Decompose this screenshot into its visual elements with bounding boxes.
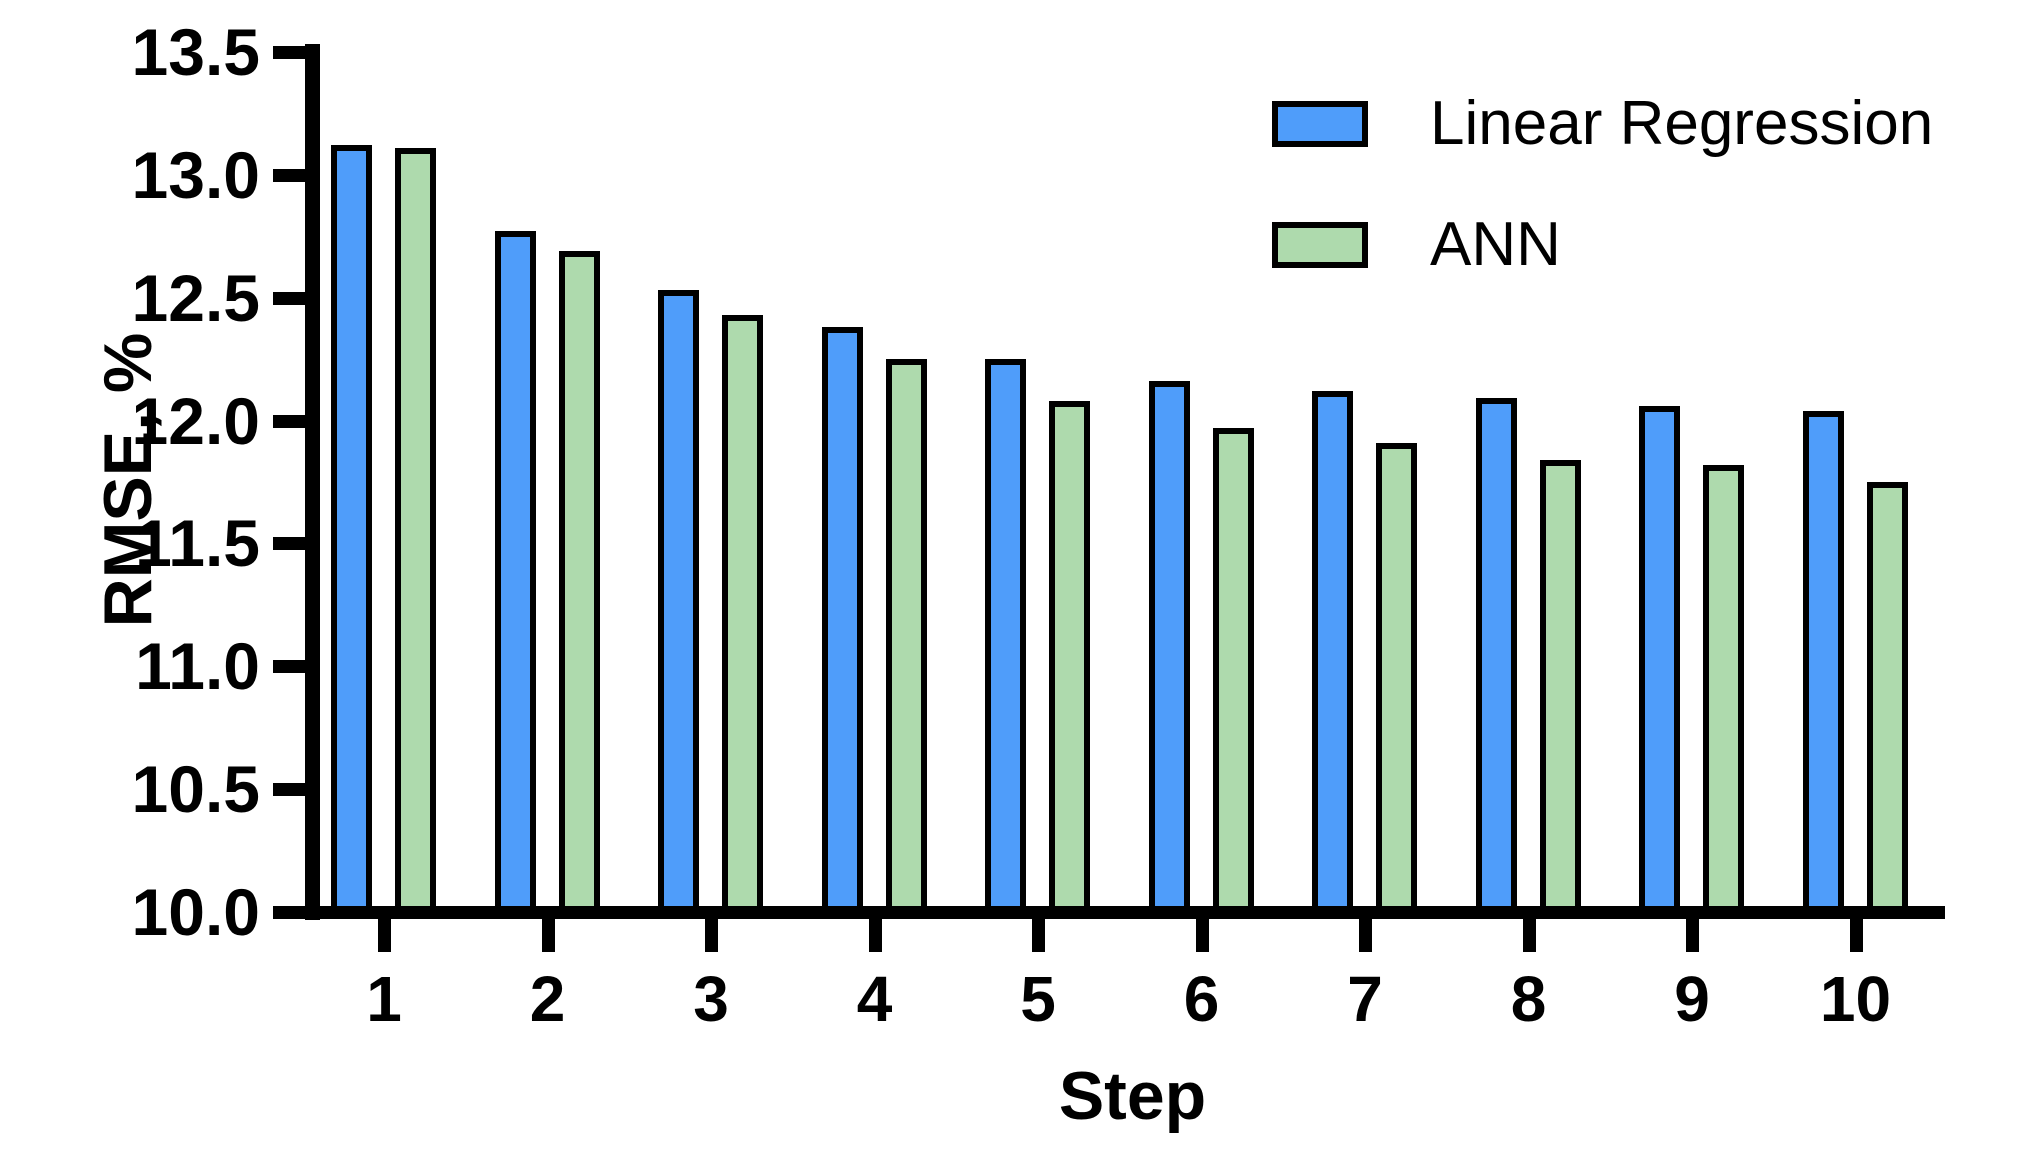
- y-tick-label: 11.0: [135, 629, 260, 704]
- legend-swatch-linear-regression: [1272, 101, 1368, 147]
- legend-row: Linear Regression: [1272, 93, 1933, 155]
- x-tick-label: 2: [529, 963, 566, 1035]
- x-axis-line: [305, 906, 1945, 919]
- x-tick: [868, 919, 882, 952]
- bar-linear-regression-step-10: [1802, 410, 1844, 912]
- y-tick-label: 10.5: [131, 752, 260, 827]
- y-tick: [273, 906, 306, 919]
- x-tick: [1032, 919, 1045, 952]
- x-tick-label: 5: [1020, 963, 1056, 1035]
- y-tick: [273, 660, 306, 674]
- x-tick: [1522, 919, 1536, 952]
- legend-row: ANN: [1272, 214, 1933, 276]
- bar-linear-regression-step-7: [1312, 391, 1353, 912]
- x-tick: [705, 919, 718, 952]
- bar-ann-step-4: [885, 359, 927, 912]
- x-tick-label: 7: [1347, 963, 1383, 1035]
- bar-linear-regression-step-6: [1148, 381, 1190, 912]
- legend-label: Linear Regression: [1430, 89, 1934, 158]
- y-axis-title: RMSE, %: [90, 332, 166, 628]
- x-tick: [1359, 919, 1372, 952]
- y-tick-label: 11.5: [135, 506, 260, 581]
- bar-linear-regression-step-3: [658, 290, 699, 912]
- bar-ann-step-6: [1212, 427, 1254, 912]
- y-tick-label: 13.5: [131, 15, 260, 89]
- y-tick-label: 12.0: [131, 383, 260, 458]
- x-tick: [378, 919, 391, 952]
- y-tick: [273, 783, 306, 797]
- plot-area: Step 10.0 10.5 11.0 11.5 12.0 12.5 13.0 13.5 1 2 3…: [132, 19, 1945, 1134]
- x-tick-label: 9: [1674, 963, 1710, 1035]
- bar-linear-regression-step-1: [331, 145, 372, 912]
- bar-linear-regression-step-5: [985, 359, 1026, 912]
- legend-label: ANN: [1430, 210, 1561, 279]
- x-tick-label: 1: [366, 963, 402, 1035]
- legend: Linear Regression ANN: [1272, 93, 1933, 335]
- y-tick: [273, 168, 306, 182]
- x-tick: [541, 919, 555, 952]
- y-tick-label: 13.0: [131, 137, 260, 212]
- x-tick-label: 6: [1183, 963, 1220, 1035]
- bar-ann-step-3: [722, 314, 763, 912]
- x-tick-label: 8: [1510, 963, 1547, 1035]
- bar-ann-step-10: [1866, 482, 1908, 912]
- bar-linear-regression-step-4: [821, 327, 863, 912]
- bar-linear-regression-step-8: [1475, 398, 1517, 912]
- x-axis-title: Step: [1058, 1058, 1207, 1134]
- bar-ann-step-7: [1376, 442, 1417, 912]
- bar-ann-step-5: [1049, 400, 1090, 912]
- y-tick-label: 10.0: [131, 875, 260, 949]
- x-tick: [1686, 919, 1699, 952]
- y-tick: [273, 414, 306, 428]
- bar-linear-regression-step-2: [494, 231, 536, 912]
- bar-ann-step-8: [1539, 459, 1581, 912]
- legend-swatch-ann: [1272, 222, 1368, 268]
- bar-ann-step-2: [558, 251, 600, 912]
- y-axis-spine: [305, 44, 320, 920]
- x-tick: [1195, 919, 1209, 952]
- x-tick-label: 3: [693, 963, 729, 1035]
- y-tick: [273, 46, 306, 59]
- bar-ann-step-1: [395, 147, 436, 912]
- y-tick: [273, 537, 306, 551]
- x-tick-label: 10: [1819, 963, 1892, 1035]
- y-tick: [273, 291, 306, 305]
- bar-linear-regression-step-9: [1639, 405, 1680, 912]
- y-tick-label: 12.5: [131, 260, 260, 335]
- bar-ann-step-9: [1703, 464, 1744, 912]
- x-tick: [1849, 919, 1863, 952]
- x-tick-label: 4: [856, 963, 893, 1035]
